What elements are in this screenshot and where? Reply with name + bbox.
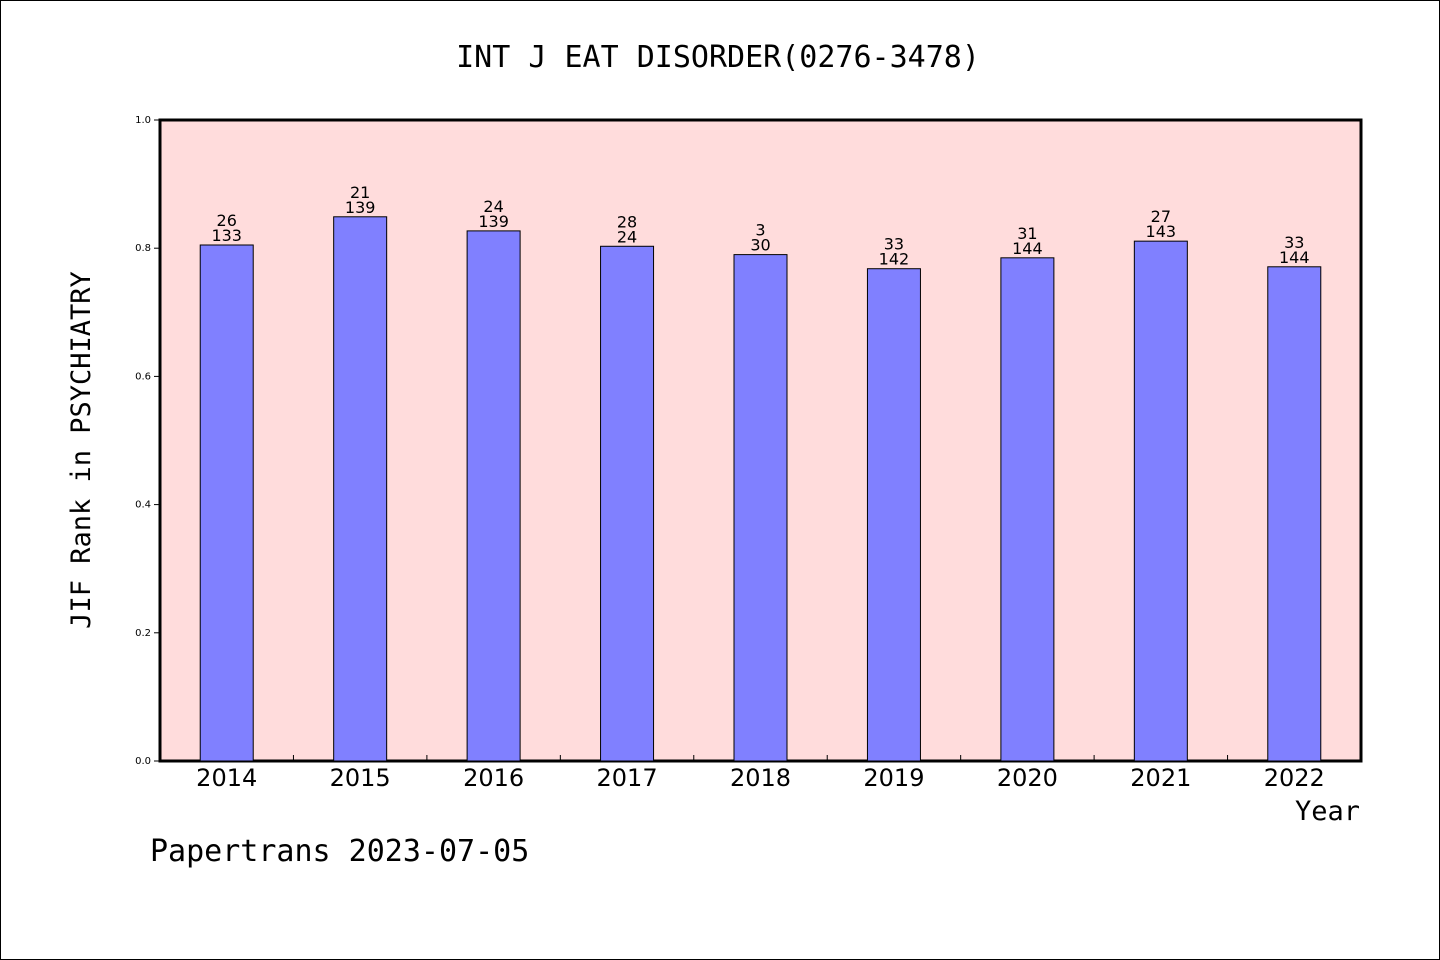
x-tick-label: 2020 — [997, 764, 1058, 792]
bar-total-label: 24 — [617, 227, 637, 246]
x-tick-label: 2014 — [196, 764, 257, 792]
bar-2018 — [733, 254, 788, 762]
bar-2016 — [466, 230, 521, 762]
bar-total-label: 30 — [750, 236, 770, 255]
bar-2022 — [1267, 266, 1322, 762]
x-tick-label: 2015 — [330, 764, 391, 792]
bar-rank-label: 31 — [1017, 224, 1037, 243]
bar-2021 — [1133, 240, 1188, 762]
y-tick-label: 0.4 — [135, 500, 151, 511]
bar-rank-label: 28 — [617, 212, 637, 231]
x-tick-label: 2017 — [597, 764, 658, 792]
x-tick-label: 2018 — [730, 764, 791, 792]
y-tick-label: 0.0 — [135, 756, 151, 767]
chart-title: INT J EAT DISORDER(0276-3478) — [456, 40, 980, 75]
bar-2015 — [333, 216, 388, 762]
y-tick-label: 1.0 — [135, 115, 151, 126]
bar-rank-label: 33 — [884, 235, 904, 254]
bar-2014 — [199, 244, 254, 762]
bar-rank-label: 3 — [755, 221, 765, 240]
footer-source-date: Papertrans 2023-07-05 — [150, 834, 530, 869]
x-tick-label: 2019 — [863, 764, 924, 792]
bar-2017 — [600, 245, 655, 762]
y-tick-label: 0.2 — [135, 628, 151, 639]
bar-total-label: 139 — [345, 198, 376, 217]
bar-total-label: 144 — [1012, 239, 1043, 258]
bar-2019 — [866, 268, 921, 762]
x-tick-label: 2016 — [463, 764, 524, 792]
bar-total-label: 142 — [879, 250, 910, 269]
bar-total-label: 143 — [1146, 222, 1177, 241]
y-tick-label: 0.8 — [135, 243, 151, 254]
bar-total-label: 139 — [478, 212, 509, 231]
y-tick-label: 0.6 — [135, 371, 151, 382]
bar-rank-label: 26 — [217, 211, 237, 230]
x-axis-label: Year — [1295, 796, 1360, 827]
bar-2020 — [1000, 257, 1055, 762]
bars — [199, 216, 1322, 762]
bar-rank-label: 33 — [1284, 233, 1304, 252]
x-axis: 2014 2015 2016 2017 2018 2019 2020 2021 2022 — [196, 755, 1325, 792]
bar-rank-label: 21 — [350, 183, 370, 202]
bar-total-label: 133 — [211, 226, 242, 245]
bar-rank-label: 24 — [483, 197, 503, 216]
x-tick-label: 2022 — [1264, 764, 1325, 792]
bar-total-label: 144 — [1279, 248, 1310, 267]
bar-rank-label: 27 — [1151, 207, 1171, 226]
y-axis-label: JIF Rank in PSYCHIATRY — [66, 271, 97, 629]
y-axis: 0.0 0.2 0.4 0.6 0.8 1.0 — [135, 115, 160, 767]
x-tick-label: 2021 — [1130, 764, 1191, 792]
